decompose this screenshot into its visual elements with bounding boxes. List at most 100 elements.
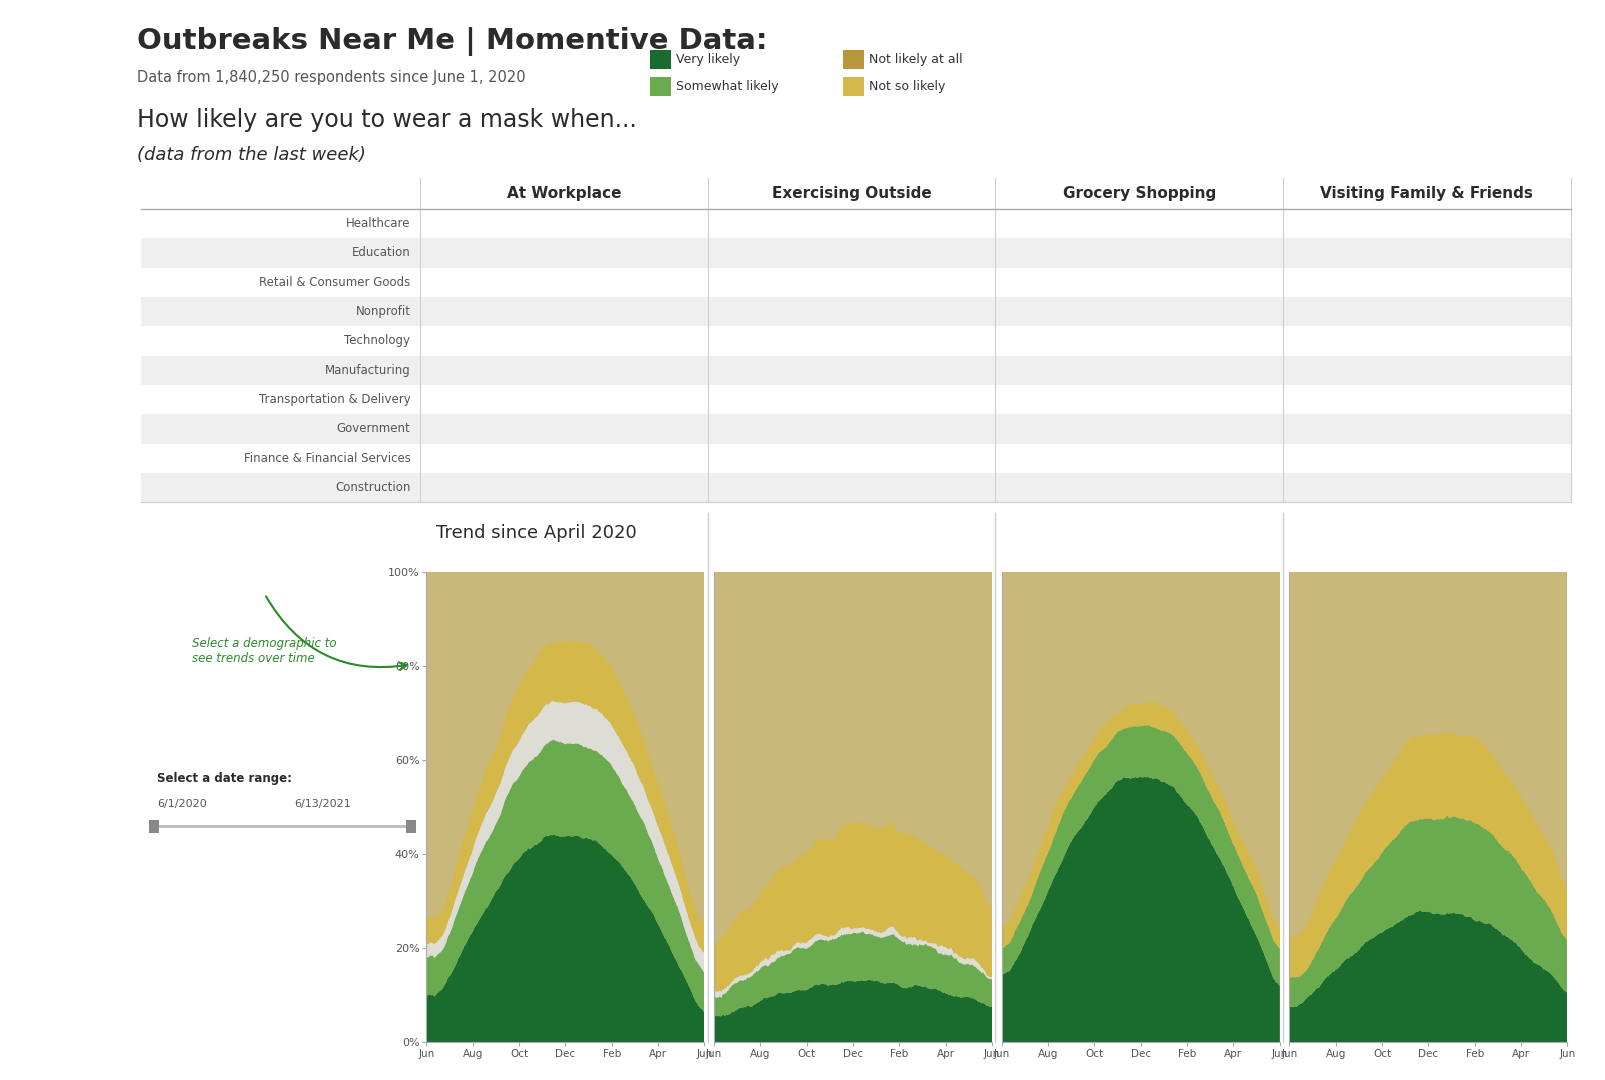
Text: 49%: 49% (1132, 483, 1156, 492)
Text: 62%: 62% (536, 248, 560, 258)
Text: 45%: 45% (1414, 365, 1438, 375)
Bar (1480, 243, 1541, 262)
Text: 45%: 45% (1414, 454, 1438, 463)
Bar (1364, 302, 1444, 321)
Bar (1013, 449, 1072, 468)
Bar (1085, 478, 1202, 497)
Bar (499, 361, 618, 380)
Bar (1480, 419, 1541, 438)
Text: 21%: 21% (642, 394, 664, 405)
Bar (933, 449, 966, 468)
Text: Technology: Technology (343, 335, 411, 348)
Bar (807, 302, 924, 321)
Text: Manufacturing: Manufacturing (324, 364, 411, 377)
Bar (493, 332, 616, 350)
Bar (929, 214, 966, 233)
Text: 23%: 23% (454, 336, 475, 346)
Bar (1388, 273, 1488, 292)
Text: Exercising Outside: Exercising Outside (770, 186, 931, 201)
Bar (465, 214, 647, 233)
Text: Not likely at all: Not likely at all (868, 53, 961, 66)
Text: 27%: 27% (1465, 307, 1488, 316)
Bar (724, 390, 809, 409)
Text: 58%: 58% (851, 336, 873, 346)
Bar (724, 273, 799, 292)
Text: 49%: 49% (547, 365, 570, 375)
Bar (1205, 449, 1254, 468)
Bar (1300, 302, 1364, 321)
Bar (1061, 214, 1210, 233)
Text: Government: Government (337, 422, 411, 435)
Bar (1488, 273, 1541, 292)
Text: 66%: 66% (1124, 307, 1146, 316)
Text: 41%: 41% (538, 454, 560, 463)
Bar (1013, 302, 1056, 321)
Bar (724, 302, 807, 321)
Bar (724, 419, 799, 438)
Bar (437, 243, 473, 262)
Bar (437, 332, 493, 350)
Text: 36%: 36% (1428, 218, 1451, 229)
Bar (1066, 419, 1205, 438)
Text: 57%: 57% (852, 483, 875, 492)
Bar (480, 273, 618, 292)
Bar (1300, 214, 1396, 233)
Bar (928, 243, 966, 262)
Text: 46%: 46% (1419, 483, 1441, 492)
Text: Grocery Shopping: Grocery Shopping (1063, 186, 1215, 201)
Bar (809, 390, 924, 409)
Text: ▼: ▼ (353, 188, 361, 199)
Text: Transportation & Delivery: Transportation & Delivery (258, 393, 411, 406)
Bar (1215, 302, 1254, 321)
Bar (1072, 449, 1205, 468)
Bar (1374, 478, 1485, 497)
Text: At Workplace: At Workplace (506, 186, 621, 201)
Bar (929, 419, 966, 438)
Text: 59%: 59% (1125, 336, 1148, 346)
Bar (1300, 449, 1372, 468)
Bar (1013, 361, 1090, 380)
Bar (437, 449, 499, 468)
Text: 33%: 33% (1428, 248, 1453, 258)
Bar (1215, 243, 1254, 262)
Bar (1372, 361, 1480, 380)
Bar (802, 214, 929, 233)
Bar (437, 214, 465, 233)
Bar (1056, 243, 1215, 262)
Text: Somewhat likely: Somewhat likely (676, 80, 778, 93)
Bar (790, 449, 933, 468)
Bar (1090, 361, 1201, 380)
Bar (1430, 390, 1485, 409)
Bar (1300, 243, 1401, 262)
Text: Industry: Industry (165, 187, 220, 200)
Bar (1066, 332, 1207, 350)
Bar (618, 361, 679, 380)
Bar (1013, 243, 1056, 262)
Text: 47%: 47% (538, 423, 560, 434)
Text: Education: Education (351, 246, 411, 259)
Bar (1449, 332, 1541, 350)
Bar (794, 478, 933, 497)
Bar (1013, 419, 1066, 438)
Bar (599, 449, 679, 468)
Bar (437, 390, 493, 409)
Bar (1205, 419, 1254, 438)
Text: 26%: 26% (457, 365, 480, 375)
Text: 6/13/2021: 6/13/2021 (294, 799, 350, 809)
Text: How likely are you to wear a mask when...: How likely are you to wear a mask when..… (136, 108, 636, 132)
Bar (1013, 390, 1077, 409)
Bar (493, 419, 607, 438)
Bar (1483, 214, 1541, 233)
Text: 26%: 26% (457, 454, 480, 463)
Text: Construction: Construction (335, 481, 411, 494)
Text: 58%: 58% (1124, 423, 1146, 434)
Bar (499, 449, 599, 468)
Text: 53%: 53% (854, 218, 878, 229)
Bar (724, 332, 793, 350)
Text: Not so likely: Not so likely (868, 80, 945, 93)
Bar (1372, 449, 1480, 468)
Text: 23%: 23% (1446, 394, 1469, 405)
Bar (724, 449, 790, 468)
Bar (1401, 243, 1480, 262)
Bar (1300, 478, 1374, 497)
